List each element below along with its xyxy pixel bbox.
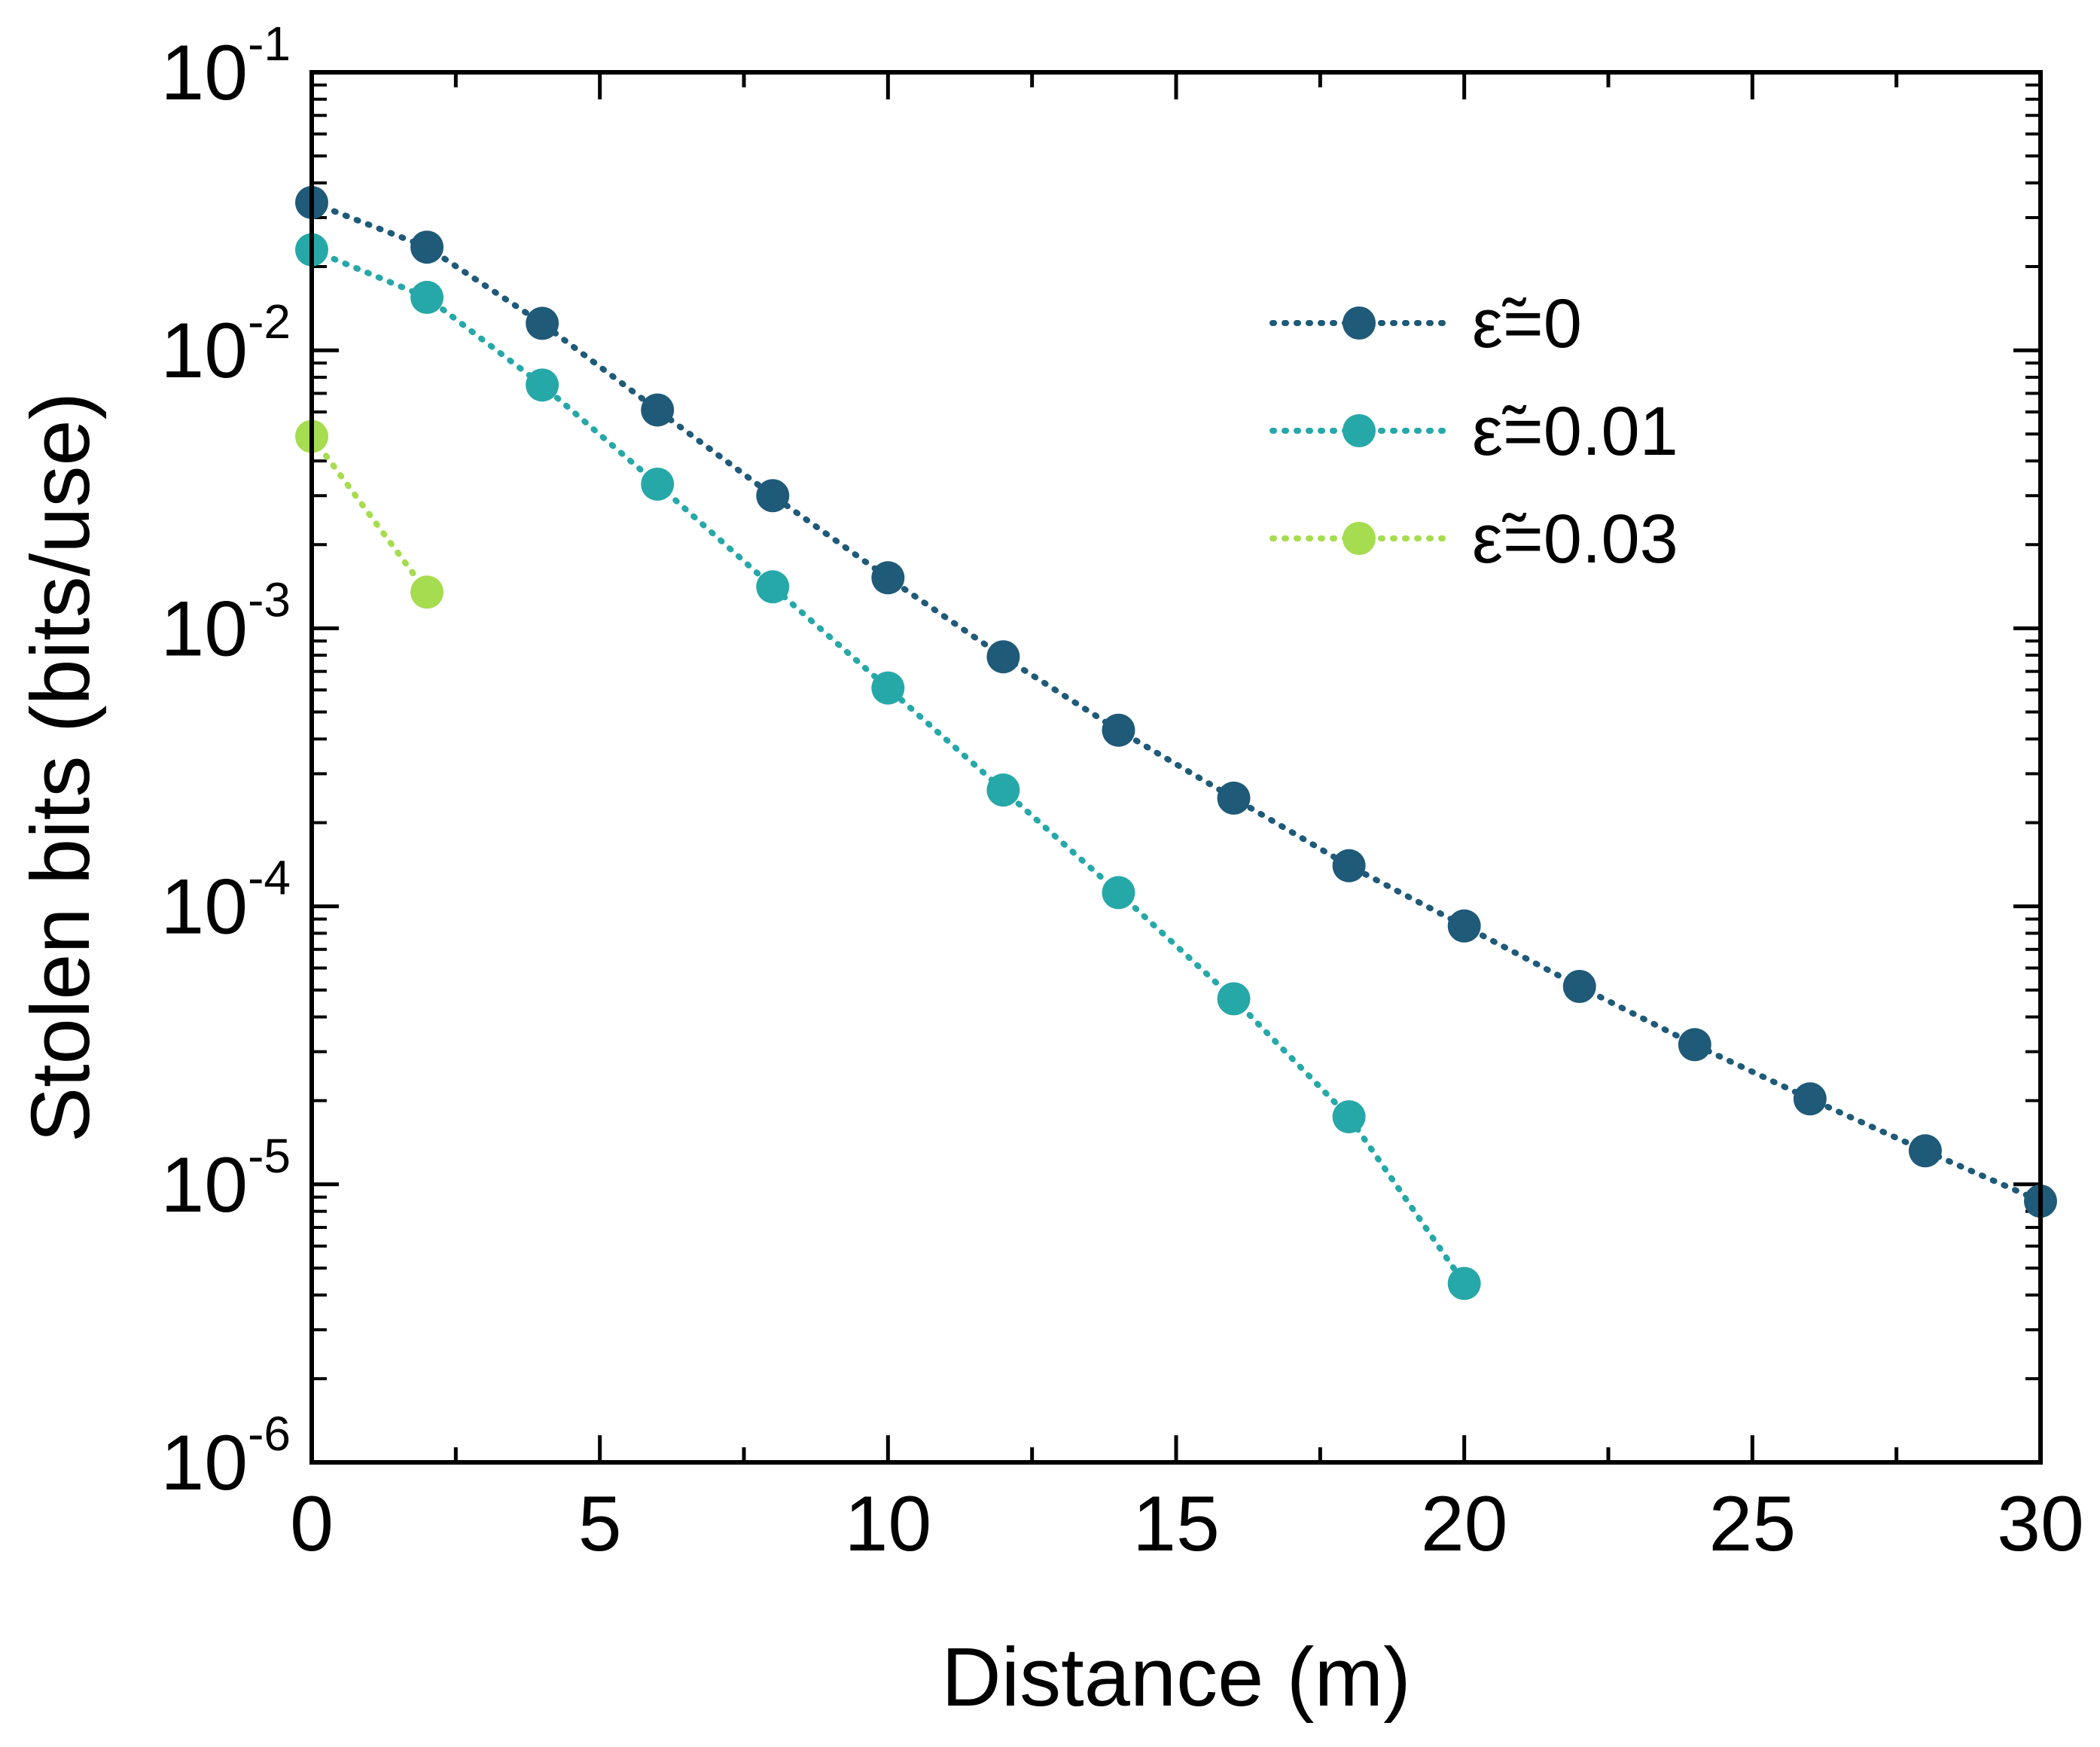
data-point xyxy=(410,575,444,609)
legend-label: ε̃=0.01 xyxy=(1472,393,1678,470)
legend-label: ε̃=0 xyxy=(1472,285,1582,362)
data-point xyxy=(986,773,1020,807)
legend-item: ε̃=0.01 xyxy=(1269,393,1678,470)
data-point xyxy=(986,640,1020,674)
x-tick-label: 5 xyxy=(578,1480,622,1568)
legend-item: ε̃=0.03 xyxy=(1269,501,1678,578)
axis-ticks xyxy=(309,70,2043,1465)
data-point xyxy=(526,368,559,402)
data-point xyxy=(1332,849,1366,883)
x-axis-title: Distance (m) xyxy=(941,1631,1410,1724)
series-0 xyxy=(295,185,2057,1218)
x-tick-label: 10 xyxy=(844,1480,931,1568)
legend-label: ε̃=0.03 xyxy=(1472,501,1678,578)
y-tick-label: 10-6 xyxy=(160,1407,291,1507)
data-point xyxy=(410,230,444,264)
series-line xyxy=(309,433,431,596)
y-axis-title: Stolen bits (bits/use) xyxy=(14,392,107,1143)
y-tick-label: 10-1 xyxy=(160,17,291,117)
tick-labels: 0 5 10 15 20 25 30 10-6 10-5 10-4 10-3 10-2 10-1 xyxy=(160,17,2083,1568)
data-point xyxy=(1217,982,1251,1016)
data-point xyxy=(526,306,559,340)
data-point xyxy=(756,570,790,604)
legend-marker xyxy=(1343,522,1376,555)
data-point xyxy=(1447,1267,1481,1300)
y-tick-label: 10-4 xyxy=(160,851,291,951)
x-tick-label: 15 xyxy=(1132,1480,1220,1568)
data-point xyxy=(871,671,905,705)
x-tick-label: 30 xyxy=(1997,1480,2084,1568)
data-point xyxy=(1102,713,1135,747)
data-point xyxy=(1678,1028,1711,1062)
data-point xyxy=(410,280,444,314)
data-point xyxy=(641,393,675,427)
data-point xyxy=(1447,909,1481,943)
series-2 xyxy=(295,419,444,609)
data-point xyxy=(1102,876,1135,910)
data-point xyxy=(1332,1100,1366,1134)
y-tick-label: 10-2 xyxy=(160,294,291,395)
x-tick-label: 25 xyxy=(1708,1480,1796,1568)
data-point xyxy=(1793,1082,1827,1116)
data-point xyxy=(1908,1134,1942,1168)
series-layer xyxy=(295,185,2057,1300)
legend-marker xyxy=(1343,414,1376,447)
data-point xyxy=(1217,781,1251,815)
data-point xyxy=(756,479,790,513)
y-tick-label: 10-5 xyxy=(160,1129,291,1229)
data-point xyxy=(1562,970,1596,1004)
legend: ε̃=0 ε̃=0.01 ε̃=0.03 xyxy=(1269,285,1678,578)
series-line xyxy=(309,200,2044,1205)
series-1 xyxy=(295,233,1481,1300)
legend-item: ε̃=0 xyxy=(1269,285,1582,362)
legend-marker xyxy=(1343,306,1376,340)
data-point xyxy=(641,467,675,501)
series-line xyxy=(309,246,1468,1287)
plot-frame xyxy=(309,70,2043,1465)
y-tick-label: 10-3 xyxy=(160,572,291,672)
data-point xyxy=(871,561,905,595)
x-tick-label: 0 xyxy=(290,1480,334,1568)
x-tick-label: 20 xyxy=(1421,1480,1508,1568)
